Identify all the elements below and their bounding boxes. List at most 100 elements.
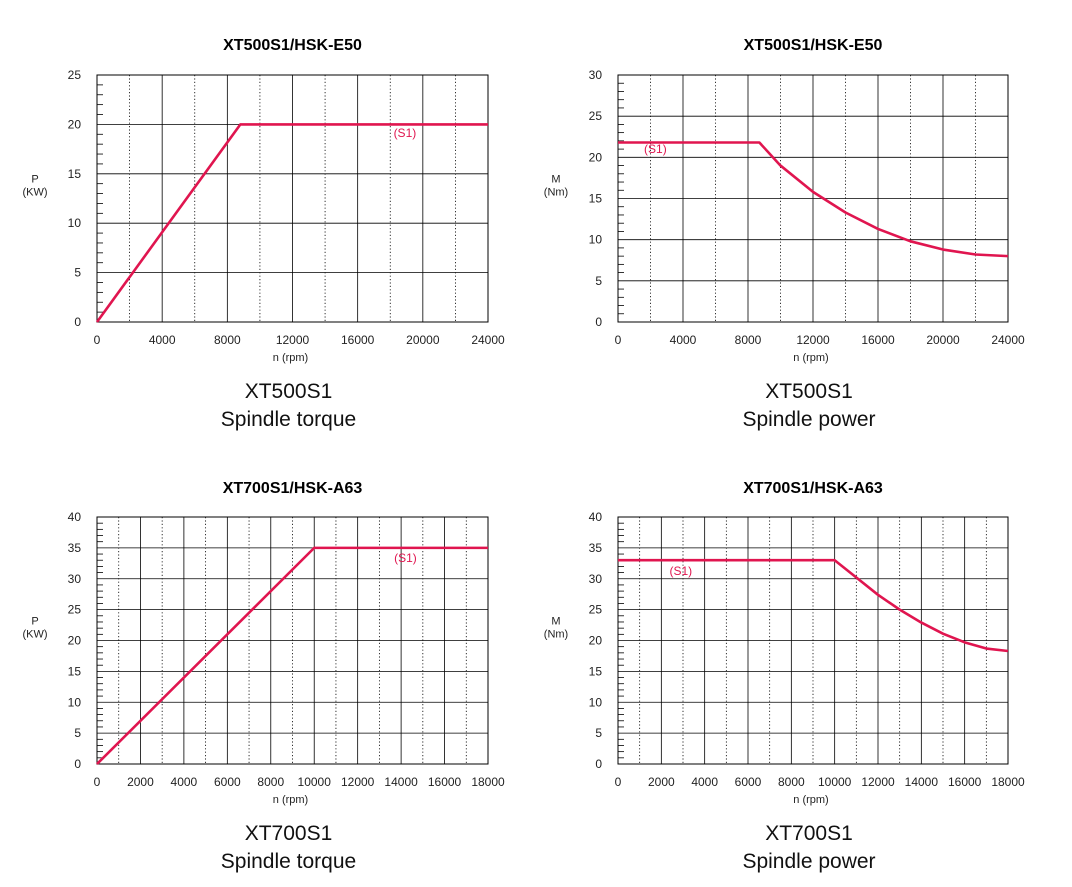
y-tick-label: 5 (595, 726, 602, 740)
x-tick-label: 18000 (471, 775, 505, 789)
x-tick-label: 6000 (735, 775, 762, 789)
x-tick-label: 14000 (905, 775, 939, 789)
y-tick-label: 20 (68, 634, 82, 648)
chart-title: XT700S1/HSK-A63 (743, 480, 883, 497)
y-tick-label: 10 (589, 695, 603, 709)
plot-frame (96, 74, 489, 323)
series-line-s1 (618, 141, 1009, 258)
y-axis-label: P (31, 174, 38, 186)
y-tick-label: 5 (595, 274, 602, 288)
series-annotation-s1: (S1) (394, 126, 417, 140)
x-tick-label: 18000 (991, 775, 1025, 789)
y-tick-label: 40 (68, 510, 82, 524)
y-tick-label: 10 (68, 216, 82, 230)
x-tick-label: 16000 (948, 775, 982, 789)
plot-frame (617, 74, 1009, 323)
y-tick-label: 0 (595, 315, 602, 329)
x-tick-label: 16000 (341, 333, 375, 347)
y-tick-label: 15 (589, 664, 603, 678)
chart-panel-1: XT500S1/HSK-E50 0 5 10 15 20 25 0 4000 8000 12000 1… (22, 37, 505, 431)
x-axis-label: n (rpm) (793, 352, 828, 364)
x-tick-label: 20000 (406, 333, 440, 347)
chart-caption: Spindle torque (221, 850, 356, 873)
x-tick-label: 12000 (796, 333, 830, 347)
y-tick-label: 20 (589, 634, 603, 648)
chart-title: XT500S1/HSK-E50 (223, 37, 362, 54)
x-tick-label: 14000 (384, 775, 418, 789)
model-caption: XT700S1 (765, 822, 853, 845)
y-tick-label: 35 (68, 541, 82, 555)
x-tick-label: 16000 (428, 775, 462, 789)
y-tick-label: 0 (74, 315, 81, 329)
x-tick-label: 16000 (861, 333, 895, 347)
chart-panel-4: XT700S1/HSK-A63 0 5 10 15 20 25 30 35 40 0 2000 4000… (544, 480, 1025, 873)
x-tick-label: 2000 (648, 775, 675, 789)
y-tick-label: 5 (74, 726, 81, 740)
series-line-s1 (618, 558, 1009, 653)
chart-panel-3: XT700S1/HSK-A63 0 5 10 15 20 25 30 35 40 0 2000 4000… (22, 480, 505, 873)
x-tick-label: 0 (94, 775, 101, 789)
y-tick-label: 40 (589, 510, 603, 524)
x-tick-label: 4000 (670, 333, 697, 347)
y-axis-label: P (31, 616, 38, 628)
x-tick-label: 8000 (735, 333, 762, 347)
x-axis-label: n (rpm) (273, 352, 308, 364)
y-tick-label: 30 (589, 572, 603, 586)
x-tick-label: 4000 (171, 775, 198, 789)
x-tick-label: 4000 (691, 775, 718, 789)
y-tick-label: 0 (595, 757, 602, 771)
y-tick-label: 5 (74, 266, 81, 280)
chart-title: XT500S1/HSK-E50 (744, 37, 883, 54)
x-tick-label: 24000 (991, 333, 1025, 347)
y-tick-label: 30 (68, 572, 82, 586)
series-annotation-s1: (S1) (669, 564, 692, 578)
plot-frame (96, 516, 489, 765)
y-axis-label: M (551, 616, 560, 628)
x-tick-label: 6000 (214, 775, 241, 789)
y-tick-label: 15 (68, 167, 82, 181)
x-tick-label: 2000 (127, 775, 154, 789)
plot-frame (617, 516, 1009, 765)
y-axis-label: M (551, 174, 560, 186)
chart-caption: Spindle power (742, 850, 875, 873)
x-tick-label: 12000 (276, 333, 310, 347)
x-tick-label: 12000 (341, 775, 375, 789)
model-caption: XT700S1 (245, 822, 333, 845)
x-tick-label: 10000 (818, 775, 852, 789)
y-tick-label: 30 (589, 68, 603, 82)
series-annotation-s1: (S1) (394, 551, 417, 565)
chart-panel-2: XT500S1/HSK-E50 0 5 10 15 20 25 30 0 4000 8000 1200… (544, 37, 1025, 431)
series-annotation-s1: (S1) (644, 142, 667, 156)
chart-title: XT700S1/HSK-A63 (223, 480, 363, 497)
x-axis-label: n (rpm) (273, 794, 308, 806)
x-tick-label: 0 (615, 775, 622, 789)
y-tick-label: 20 (68, 117, 82, 131)
x-tick-label: 24000 (471, 333, 505, 347)
y-tick-label: 25 (589, 109, 603, 123)
x-axis-label: n (rpm) (793, 794, 828, 806)
x-tick-label: 12000 (861, 775, 895, 789)
x-tick-label: 0 (615, 333, 622, 347)
y-axis-label: (Nm) (544, 629, 568, 641)
y-axis-label: (KW) (22, 629, 47, 641)
y-axis-label: (Nm) (544, 187, 568, 199)
x-tick-label: 8000 (778, 775, 805, 789)
y-tick-label: 20 (589, 150, 603, 164)
y-tick-label: 15 (589, 192, 603, 206)
chart-caption: Spindle power (742, 408, 875, 431)
x-tick-label: 0 (94, 333, 101, 347)
y-tick-label: 10 (589, 233, 603, 247)
model-caption: XT500S1 (245, 380, 333, 403)
x-tick-label: 10000 (298, 775, 332, 789)
chart-caption: Spindle torque (221, 408, 356, 431)
y-axis-label: (KW) (22, 187, 47, 199)
model-caption: XT500S1 (765, 380, 853, 403)
y-tick-label: 25 (589, 603, 603, 617)
y-tick-label: 25 (68, 603, 82, 617)
x-tick-label: 20000 (926, 333, 960, 347)
x-tick-label: 8000 (214, 333, 241, 347)
y-tick-label: 15 (68, 664, 82, 678)
x-tick-label: 4000 (149, 333, 176, 347)
x-tick-label: 8000 (257, 775, 284, 789)
